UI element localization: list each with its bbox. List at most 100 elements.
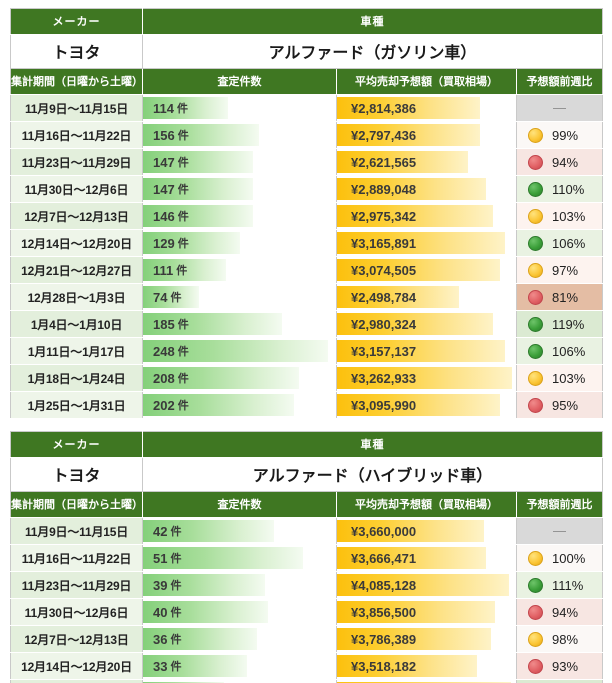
trend-flat-icon bbox=[528, 370, 543, 386]
price-label: ¥3,157,137 bbox=[351, 338, 416, 364]
count-bar bbox=[143, 367, 300, 389]
ratio-inner: 103% bbox=[517, 203, 602, 229]
ratio-inner: 94% bbox=[517, 149, 602, 175]
ratio-inner: 98% bbox=[517, 626, 602, 652]
count-value: 36 bbox=[153, 631, 168, 647]
price-label: ¥3,262,933 bbox=[351, 365, 416, 391]
count-value: 51 bbox=[153, 550, 168, 566]
cell-period: 11月30日〜12月6日 bbox=[10, 175, 143, 203]
cell-assessment-count: 26件 bbox=[142, 679, 337, 683]
price-bar bbox=[337, 367, 513, 389]
model-name: アルファード（ガソリン車） bbox=[141, 34, 603, 69]
price-value: ¥3,660,000 bbox=[351, 523, 417, 539]
ratio-value: 110% bbox=[552, 181, 585, 197]
cell-week-over-week: 106% bbox=[515, 337, 603, 365]
cell-average-price: ¥4,085,128 bbox=[336, 571, 517, 599]
price-bar bbox=[337, 205, 493, 227]
vehicle-report-table: メーカー 車種 トヨタ アルファード（ハイブリッド車） 集計期間（日曜から土曜） 査定件数… bbox=[10, 431, 604, 683]
price-bar bbox=[337, 97, 481, 119]
cell-average-price: ¥4,121,923 bbox=[336, 679, 517, 683]
cell-average-price: ¥2,975,342 bbox=[336, 202, 517, 230]
cell-assessment-count: 147 件 bbox=[142, 148, 337, 176]
price-label: ¥2,889,048 bbox=[351, 176, 416, 202]
cell-period: 11月16日〜11月22日 bbox=[10, 544, 143, 572]
count-unit: 件 bbox=[177, 238, 189, 250]
count-label: 42 件 bbox=[153, 518, 181, 544]
count-label: 146 件 bbox=[153, 203, 189, 229]
price-bar bbox=[337, 232, 506, 254]
count-bar bbox=[143, 340, 329, 362]
trend-flat-icon bbox=[528, 262, 543, 278]
price-bar bbox=[337, 520, 484, 542]
no-data-dash: — bbox=[553, 100, 566, 115]
count-bar bbox=[143, 394, 294, 416]
count-label: 248 件 bbox=[153, 338, 189, 364]
ratio-value: 93% bbox=[552, 658, 579, 674]
maker-header: メーカー bbox=[10, 431, 143, 458]
trend-up-icon bbox=[528, 343, 543, 359]
cell-average-price: ¥3,856,500 bbox=[336, 598, 517, 626]
cell-average-price: ¥2,621,565 bbox=[336, 148, 517, 176]
column-header-price: 平均売却予想額（買取相場） bbox=[336, 68, 517, 95]
count-unit: 件 bbox=[170, 553, 182, 565]
ratio-value: 97% bbox=[552, 262, 579, 278]
price-label: ¥3,518,182 bbox=[351, 653, 416, 679]
price-bar bbox=[337, 259, 500, 281]
cell-assessment-count: 36 件 bbox=[142, 625, 337, 653]
count-value: 40 bbox=[153, 604, 168, 620]
cell-week-over-week: 110% bbox=[515, 175, 603, 203]
count-unit: 件 bbox=[170, 634, 182, 646]
cell-average-price: ¥2,814,386 bbox=[336, 94, 517, 122]
cell-assessment-count: 42 件 bbox=[142, 517, 337, 545]
price-bar bbox=[337, 547, 486, 569]
cell-assessment-count: 129 件 bbox=[142, 229, 337, 257]
table-body: 11月9日〜11月15日 42 件 ¥3,660,000—11月16日〜11月22日 5… bbox=[10, 517, 603, 683]
cell-week-over-week: 98% bbox=[515, 625, 603, 653]
ratio-value: 119% bbox=[552, 316, 585, 332]
count-unit: 件 bbox=[176, 265, 188, 277]
price-label: ¥4,085,128 bbox=[351, 572, 416, 598]
trend-down-icon bbox=[528, 289, 543, 305]
cell-average-price: ¥2,498,784 bbox=[336, 283, 517, 311]
price-value: ¥2,621,565 bbox=[351, 154, 417, 170]
cell-average-price: ¥2,889,048 bbox=[336, 175, 517, 203]
no-data-dash: — bbox=[553, 523, 566, 538]
column-header-count: 査定件数 bbox=[142, 491, 337, 518]
count-unit: 件 bbox=[177, 157, 189, 169]
price-value: ¥2,814,386 bbox=[351, 100, 417, 116]
table-row: 12月28日〜1月3日 74 件 ¥2,498,784 81% bbox=[10, 283, 603, 311]
count-bar bbox=[143, 601, 269, 623]
ratio-value: 81% bbox=[552, 289, 579, 305]
cell-period: 12月21日〜12月27日 bbox=[10, 256, 143, 284]
price-label: ¥2,797,436 bbox=[351, 122, 416, 148]
ratio-value: 95% bbox=[552, 397, 579, 413]
cell-assessment-count: 111 件 bbox=[142, 256, 337, 284]
maker-header: メーカー bbox=[10, 8, 143, 35]
count-value: 114 bbox=[153, 100, 174, 116]
count-label: 40 件 bbox=[153, 599, 181, 625]
count-value: 185 bbox=[153, 316, 175, 332]
table-row: 12月7日〜12月13日 36 件 ¥3,786,389 98% bbox=[10, 625, 603, 653]
cell-average-price: ¥3,660,000 bbox=[336, 517, 517, 545]
cell-week-over-week: 94% bbox=[515, 148, 603, 176]
table-row: 1月25日〜1月31日 202 件 ¥3,095,990 95% bbox=[10, 391, 603, 419]
count-bar bbox=[143, 628, 257, 650]
count-bar bbox=[143, 205, 253, 227]
count-label: 185 件 bbox=[153, 311, 189, 337]
price-bar bbox=[337, 601, 495, 623]
count-label: 129 件 bbox=[153, 230, 189, 256]
ratio-value: 103% bbox=[552, 208, 586, 224]
ratio-value: 94% bbox=[552, 154, 579, 170]
count-unit: 件 bbox=[177, 211, 189, 223]
cell-average-price: ¥3,157,137 bbox=[336, 337, 517, 365]
count-unit: 件 bbox=[176, 103, 188, 115]
count-value: 147 bbox=[153, 154, 175, 170]
count-label: 114 件 bbox=[153, 95, 188, 121]
table-row: 11月30日〜12月6日 40 件 ¥3,856,500 94% bbox=[10, 598, 603, 626]
cell-period: 11月30日〜12月6日 bbox=[10, 598, 143, 626]
cell-week-over-week: 94% bbox=[515, 598, 603, 626]
model-header: 車種 bbox=[141, 8, 603, 35]
cell-average-price: ¥3,666,471 bbox=[336, 544, 517, 572]
cell-period: 12月21日〜12月27日 bbox=[10, 679, 143, 683]
price-value: ¥3,074,505 bbox=[351, 262, 417, 278]
